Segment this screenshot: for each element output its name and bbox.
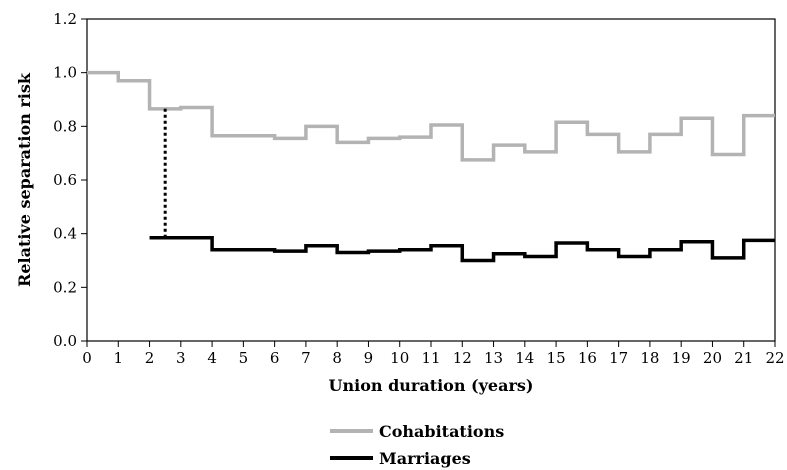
y-tick-label: 0.2 <box>53 278 77 296</box>
x-axis-title: Union duration (years) <box>329 376 534 395</box>
x-tick-label: 0 <box>82 349 92 367</box>
legend-label-cohabitations: Cohabitations <box>379 422 504 441</box>
x-tick-label: 12 <box>453 349 472 367</box>
x-tick-label: 7 <box>301 349 311 367</box>
y-axis-ticks: 0.0 0.2 0.4 0.6 0.8 1.0 1.2 <box>53 10 87 350</box>
plot-frame <box>86 18 776 342</box>
x-tick-label: 6 <box>270 349 280 367</box>
x-tick-label: 13 <box>484 349 503 367</box>
plot-area <box>86 18 776 342</box>
series-line-marriages <box>149 235 775 263</box>
x-tick-label: 5 <box>239 349 249 367</box>
y-tick-label: 0.6 <box>53 171 77 189</box>
x-tick-label: 9 <box>364 349 374 367</box>
x-tick-label: 16 <box>578 349 597 367</box>
y-tick-label: 0.4 <box>53 225 77 243</box>
x-tick-label: 17 <box>609 349 628 367</box>
x-tick-label: 14 <box>515 349 534 367</box>
x-tick-label: 8 <box>332 349 342 367</box>
y-axis-title: Relative separation risk <box>15 72 34 287</box>
x-tick-label: 4 <box>207 349 217 367</box>
legend-label-marriages: Marriages <box>379 449 471 468</box>
x-tick-label: 10 <box>390 349 409 367</box>
y-tick-label: 1.2 <box>53 10 77 28</box>
x-tick-label: 21 <box>734 349 753 367</box>
legend: Cohabitations Marriages <box>330 422 504 468</box>
x-tick-label: 2 <box>145 349 155 367</box>
x-tick-label: 20 <box>703 349 722 367</box>
x-tick-label: 3 <box>176 349 186 367</box>
x-tick-label: 1 <box>113 349 123 367</box>
x-tick-label: 19 <box>672 349 691 367</box>
y-tick-label: 0.0 <box>53 332 77 350</box>
series-line-cohabitations <box>87 70 775 162</box>
x-tick-label: 15 <box>547 349 566 367</box>
y-tick-label: 1.0 <box>53 64 77 82</box>
x-tick-label: 18 <box>640 349 659 367</box>
x-tick-label: 22 <box>765 349 784 367</box>
y-tick-label: 0.8 <box>53 117 77 135</box>
x-tick-label: 11 <box>421 349 440 367</box>
x-axis-ticks: 0 1 2 3 4 5 6 7 8 9 10 11 12 13 14 15 16 17 18 19 20 21 22 <box>82 341 785 367</box>
